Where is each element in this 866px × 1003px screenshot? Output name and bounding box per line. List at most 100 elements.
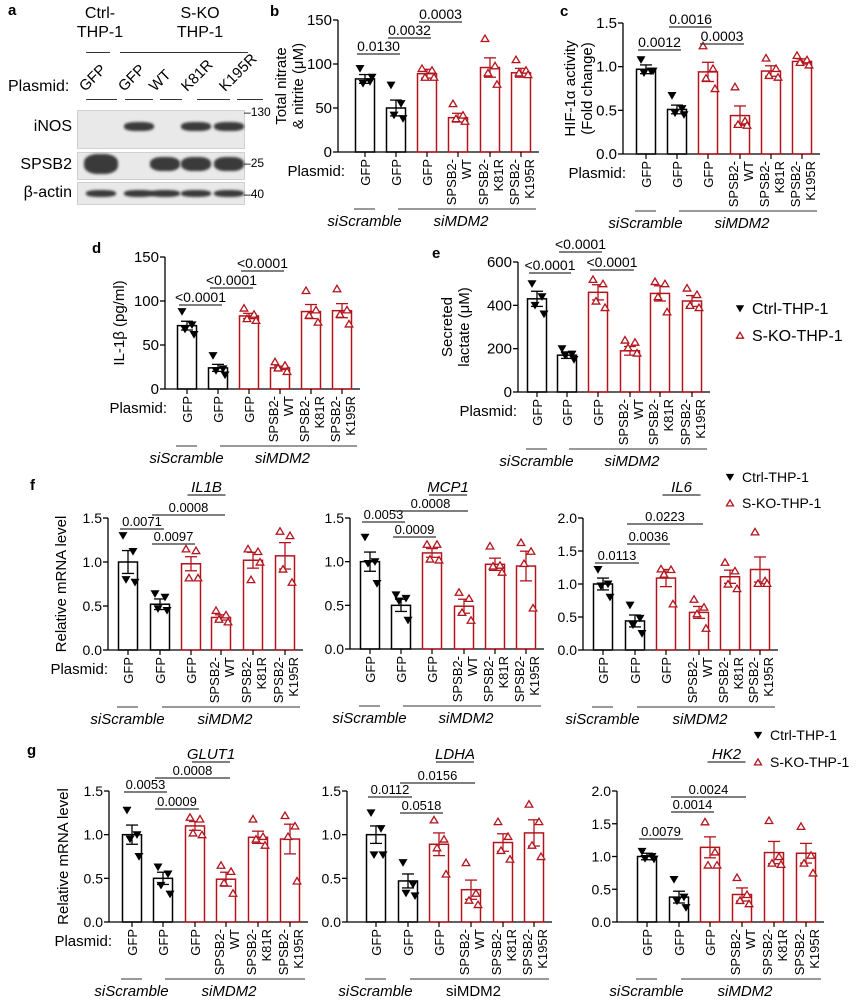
ko-data-point — [282, 366, 292, 376]
x-tick-label: SPSB2- — [760, 929, 775, 975]
ctrl-data-point — [122, 806, 132, 815]
ko-data-point — [216, 860, 226, 869]
y-axis-label: & nitrite (μM) — [290, 43, 307, 129]
ko-data-point — [744, 898, 754, 908]
p-value-label: 0.0024 — [689, 782, 729, 797]
x-tick-label: WT — [472, 929, 487, 949]
p-value-label: 0.0008 — [169, 500, 209, 515]
ctrl-data-point — [725, 473, 735, 482]
y-tick-label: 1.5 — [596, 15, 617, 32]
ko-data-point — [733, 119, 743, 128]
mw-marker-25: –25 — [244, 156, 265, 170]
ko-data-point — [280, 810, 290, 820]
p-value-label: 0.0009 — [395, 522, 435, 537]
ko-data-point — [753, 757, 763, 766]
ko-data-point — [767, 858, 777, 867]
blot-band — [214, 157, 244, 171]
ko-data-point — [457, 607, 467, 617]
ctrl-data-point — [560, 351, 570, 360]
x-tick-label: K195R — [291, 929, 306, 969]
y-tick-label: 0 — [151, 381, 159, 398]
y-axis-label: Relative mRNA level — [53, 516, 70, 653]
x-tick-label: K81R — [496, 656, 511, 689]
ko-data-point — [251, 315, 261, 325]
ko-data-point — [249, 309, 259, 318]
legend-label: Ctrl-THP-1 — [742, 469, 809, 485]
y-tick-label: 2.0 — [558, 510, 578, 526]
y-tick-label: 0 — [504, 384, 512, 401]
bar — [416, 72, 438, 153]
x-tick-label: GFP — [369, 929, 384, 956]
ko-data-point — [523, 69, 533, 79]
y-axis-label: Secreted — [439, 297, 456, 357]
x-tick-label: GFP — [659, 657, 674, 684]
ko-data-point — [650, 276, 660, 286]
x-tick-label: K195R — [535, 929, 550, 969]
group-label: siMDM2 — [255, 450, 311, 467]
bar — [655, 577, 677, 651]
y-tick-label: 400 — [487, 297, 512, 314]
p-value-label: 0.0008 — [173, 763, 213, 778]
p-value-label: 0.0223 — [645, 509, 685, 524]
group-label: siMDM2 — [439, 710, 495, 727]
ko-data-point — [432, 843, 442, 852]
ko-data-point — [591, 296, 601, 305]
p-value-label: 0.0014 — [673, 797, 713, 812]
ko-data-point — [226, 866, 236, 876]
ko-data-point — [270, 357, 280, 366]
ctrl-data-point — [527, 280, 537, 288]
ctrl-data-point — [366, 809, 376, 818]
x-tick-label: WT — [743, 929, 758, 949]
y-tick-label: 1.5 — [84, 783, 104, 799]
group-label: siMDM2 — [446, 983, 501, 1000]
ko-data-point — [311, 305, 321, 314]
ko-data-point — [527, 840, 537, 849]
plasmid-label: Plasmid: — [54, 933, 112, 950]
ko-data-point — [251, 834, 261, 843]
ko-data-point — [214, 614, 224, 623]
ctrl-data-point — [165, 890, 175, 899]
ko-data-point — [662, 307, 672, 316]
x-tick-label: SPSB2- — [716, 657, 731, 703]
ko-data-point — [304, 310, 314, 319]
ctrl-data-point — [753, 731, 763, 740]
ko-data-point — [496, 845, 506, 855]
plasmid-label: Plasmid: — [459, 403, 517, 420]
ko-data-point — [285, 530, 295, 540]
x-tick-label: GFP — [401, 929, 416, 956]
ko-data-point — [471, 888, 481, 897]
blot-band — [124, 121, 154, 131]
x-tick-label: SPSB2- — [678, 399, 693, 445]
chart-title: HK2 — [712, 746, 742, 763]
bar — [510, 72, 532, 153]
ko-data-point — [488, 561, 498, 570]
ctrl-data-point — [386, 81, 396, 90]
x-tick-label: SPSB2- — [489, 929, 504, 975]
p-value-label: 0.0097 — [154, 529, 194, 544]
ctrl-data-point — [401, 889, 411, 898]
x-tick-label: GFP — [596, 657, 611, 684]
ctrl-data-point — [389, 111, 399, 120]
ko-data-point — [448, 98, 458, 108]
group-label: siScramble — [90, 711, 164, 728]
ctrl-data-point — [398, 859, 408, 867]
y-tick-label: 1.0 — [83, 554, 103, 570]
chart-title: IL6 — [671, 479, 693, 496]
bar — [681, 300, 703, 393]
bar — [421, 552, 443, 650]
ko-data-point — [511, 54, 521, 64]
y-tick-label: 0.0 — [596, 146, 617, 163]
ctrl-data-point — [593, 566, 603, 574]
ko-data-point — [701, 73, 711, 82]
x-tick-label: WT — [281, 396, 296, 416]
group-label: siScramble — [338, 983, 412, 1000]
ko-data-point — [480, 33, 490, 43]
ko-data-point — [422, 539, 432, 548]
ko-data-point — [630, 337, 640, 346]
bar — [635, 68, 657, 155]
x-tick-label: SPSB2- — [788, 161, 803, 207]
mw-marker-130: –130 — [244, 105, 271, 119]
bar — [760, 70, 782, 155]
ko-data-point — [464, 895, 474, 904]
y-tick-label: 0.5 — [322, 870, 342, 886]
